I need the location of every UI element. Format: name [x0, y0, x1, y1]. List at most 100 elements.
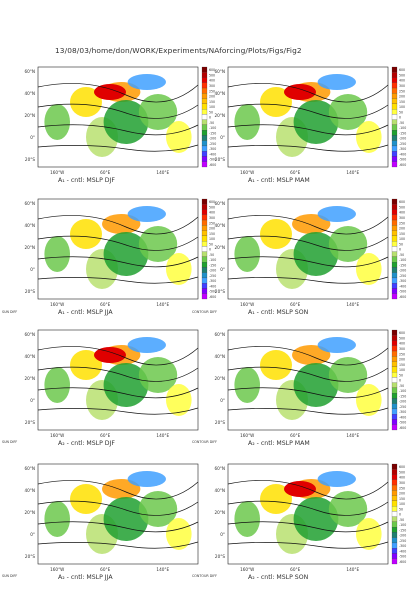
colorbar-label: 100	[399, 237, 405, 241]
colorbar-swatch	[391, 135, 398, 141]
colorbar-swatch	[391, 145, 398, 152]
panel-title: A₂ - cntl: MSLP SON	[248, 574, 309, 581]
lon-tick-label: 140°E	[346, 433, 359, 438]
colorbar-swatch	[201, 98, 208, 104]
colorbar-label: -200	[399, 269, 406, 273]
colorbar-label: 250	[209, 89, 215, 93]
contour-line	[37, 124, 199, 136]
contour-line	[37, 103, 199, 119]
colorbar-label: 200	[209, 95, 215, 99]
colorbar-swatch	[201, 267, 208, 273]
colorbar-swatch	[201, 209, 208, 215]
colorbar-label: 50	[209, 242, 213, 246]
colorbar-swatch	[391, 419, 398, 425]
lat-tick-label: 60°N	[214, 201, 225, 206]
colorbar-swatch	[391, 93, 398, 99]
colorbar-label: 500	[399, 470, 405, 474]
colorbar-swatch	[391, 350, 398, 357]
lat-tick-label: 40°N	[214, 223, 225, 228]
anomaly-maximum	[284, 84, 316, 100]
colorbar-label: 200	[209, 227, 215, 231]
field-patch	[70, 350, 102, 380]
colorbar-label: -50	[399, 384, 404, 388]
lon-tick-label: 140°E	[346, 567, 359, 572]
colorbar-label: -250	[399, 142, 406, 146]
colorbar-swatch	[201, 219, 208, 226]
colorbar-swatch	[201, 119, 208, 125]
colorbar-swatch	[391, 151, 398, 157]
colorbar-label: -300	[209, 279, 216, 283]
colorbar-label: -150	[209, 263, 216, 267]
field-patch	[166, 518, 192, 550]
lat-tick-label: 20°S	[25, 157, 35, 162]
colorbar-label: -400	[399, 284, 406, 288]
colorbar-label: 500	[399, 205, 405, 209]
colorbar-label: -300	[209, 147, 216, 151]
lat-tick-label: 0°	[30, 398, 35, 403]
colorbar-swatch	[201, 214, 208, 221]
colorbar-swatch	[391, 377, 398, 383]
map-panel: 60°N 40°N 20°N 0° 20°S 160°W 60°E 140°E 600 500 40…	[24, 66, 228, 181]
colorbar-label: -600	[209, 163, 216, 167]
contour-line	[37, 235, 199, 251]
lon-tick-label: 60°E	[100, 567, 110, 572]
colorbar-label: -100	[399, 523, 406, 527]
colorbar-label: 300	[399, 481, 405, 485]
colorbar-swatch	[391, 103, 398, 110]
colorbar-swatch	[201, 93, 208, 99]
contour-line	[227, 521, 389, 533]
colorbar-swatch	[201, 109, 208, 115]
colorbar-swatch	[201, 293, 208, 300]
colorbar-swatch	[391, 114, 398, 120]
lat-tick-label: 20°N	[214, 113, 225, 118]
colorbar-swatch	[391, 382, 398, 388]
field-patch	[234, 236, 260, 272]
colorbar-swatch	[391, 293, 398, 300]
field-patch	[328, 491, 368, 527]
lat-tick-label: 20°N	[24, 510, 35, 515]
contour-line	[37, 521, 199, 533]
colorbar-label: -400	[399, 152, 406, 156]
colorbar-swatch	[201, 135, 208, 141]
lon-tick-label: 60°E	[290, 433, 300, 438]
colorbar-swatch	[391, 372, 398, 378]
colorbar-label: -250	[399, 274, 406, 278]
colorbar-swatch	[201, 288, 208, 294]
field-patch	[356, 253, 382, 285]
colorbar-swatch	[201, 251, 208, 257]
contour-line	[227, 366, 389, 382]
colorbar-label: 500	[209, 73, 215, 77]
colorbar-label: -100	[399, 258, 406, 262]
colorbar-label: 300	[209, 216, 215, 220]
lat-tick-label: 40°N	[24, 354, 35, 359]
contour-line	[37, 83, 199, 103]
colorbar-label: -200	[399, 534, 406, 538]
file-path-header: 13/08/03/home/don/WORK/Experiments/NAfor…	[55, 46, 302, 55]
colorbar-label: 150	[209, 100, 215, 104]
colorbar-label: 250	[399, 89, 405, 93]
colorbar-label: -200	[209, 137, 216, 141]
colorbar-swatch	[201, 246, 208, 252]
contour-line	[227, 235, 389, 251]
lon-tick-label: 60°E	[100, 302, 110, 307]
lon-tick-label: 60°E	[290, 567, 300, 572]
colorbar-label: 300	[209, 84, 215, 88]
colorbar-label: -600	[209, 295, 216, 299]
colorbar-label: 400	[209, 79, 215, 83]
field-patch	[317, 471, 356, 487]
contour-line	[227, 541, 389, 549]
colorbar-swatch	[391, 98, 398, 104]
colorbar-label: 600	[399, 465, 405, 469]
colorbar-swatch	[391, 474, 398, 480]
colorbar-label: 50	[399, 373, 403, 377]
colorbar-label: 0	[399, 513, 401, 517]
field-patch	[44, 367, 70, 403]
field-patch	[328, 226, 368, 262]
colorbar-label: -150	[399, 528, 406, 532]
lon-tick-label: 160°W	[50, 302, 64, 307]
lat-tick-label: 20°S	[215, 420, 225, 425]
panel-title: A₂ - cntl: MSLP DJF	[58, 440, 115, 447]
colorbar-swatch	[391, 527, 398, 533]
lat-tick-label: 20°S	[215, 289, 225, 294]
